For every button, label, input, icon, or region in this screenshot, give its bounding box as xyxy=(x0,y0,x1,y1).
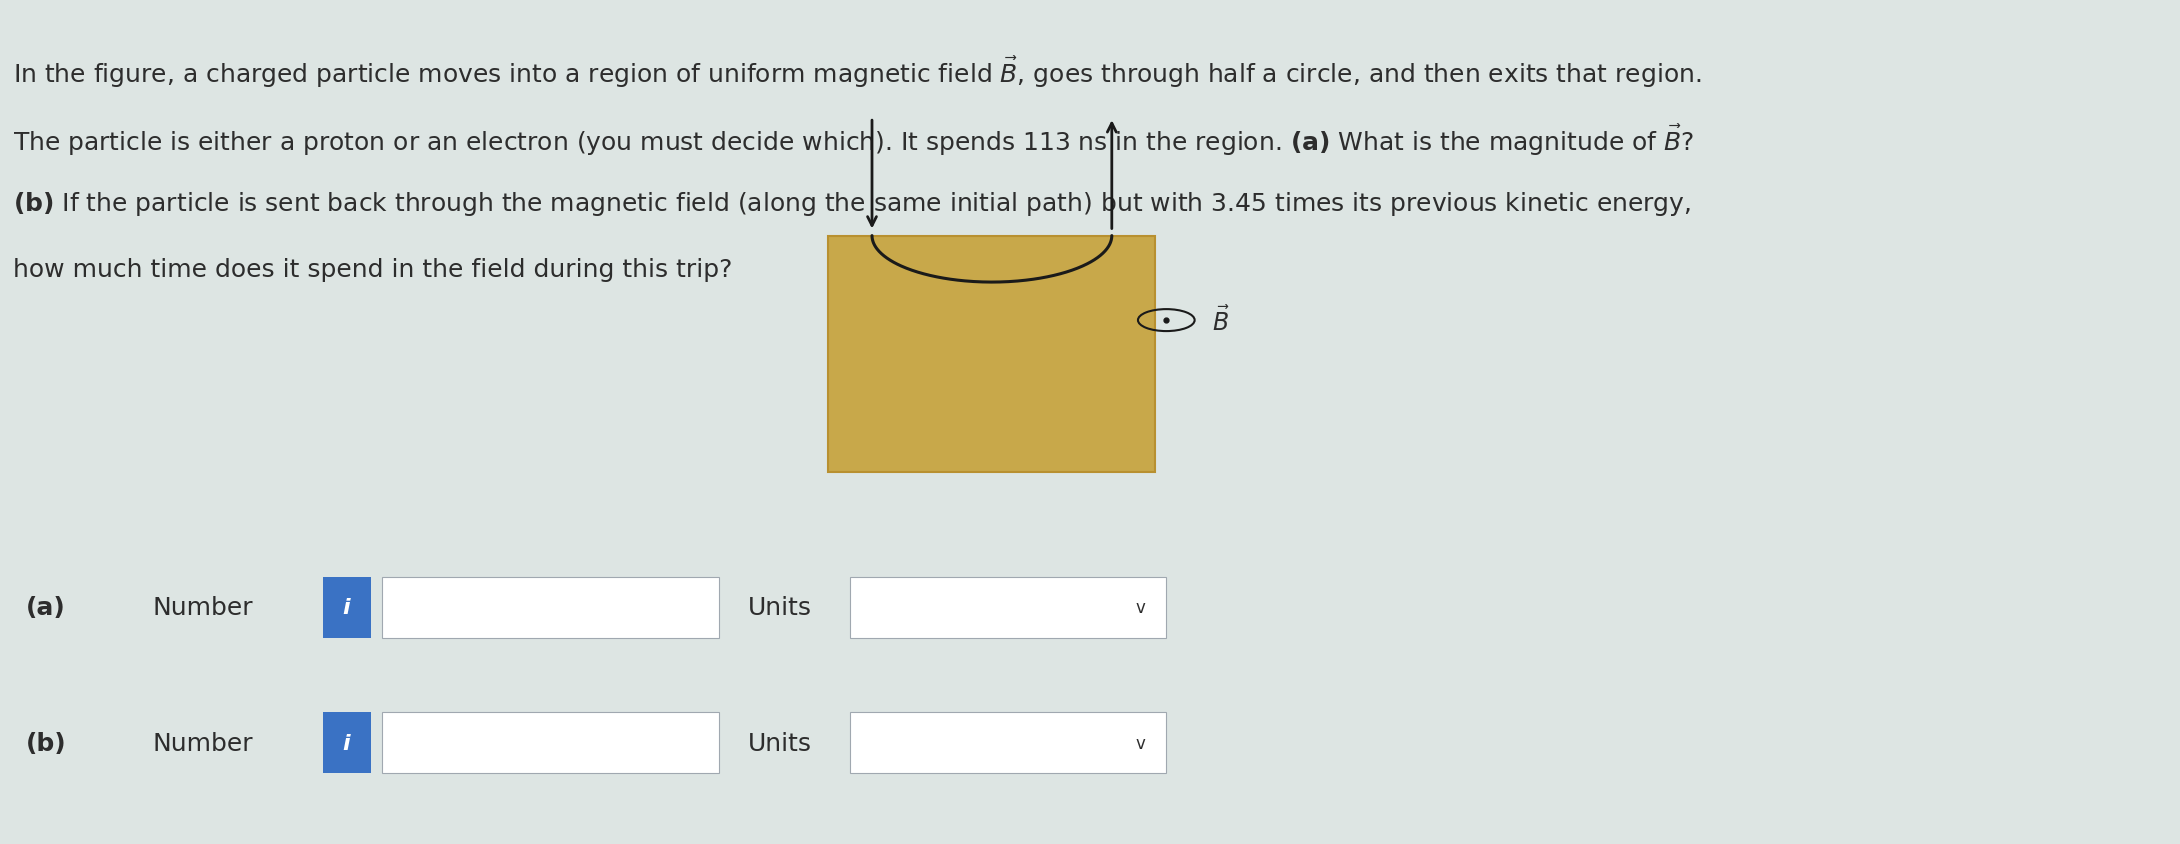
Text: v: v xyxy=(1136,733,1144,752)
Text: how much time does it spend in the field during this trip?: how much time does it spend in the field… xyxy=(13,257,732,281)
Bar xyxy=(382,577,719,638)
FancyBboxPatch shape xyxy=(323,712,371,773)
Text: v: v xyxy=(1136,598,1144,617)
Bar xyxy=(850,712,1166,773)
Text: Number: Number xyxy=(153,596,253,619)
Text: $\vec{B}$: $\vec{B}$ xyxy=(1212,306,1230,336)
Bar xyxy=(382,712,719,773)
Text: i: i xyxy=(342,598,351,618)
Text: In the figure, a charged particle moves into a region of uniform magnetic field : In the figure, a charged particle moves … xyxy=(13,55,1703,89)
FancyBboxPatch shape xyxy=(323,577,371,638)
Text: $\bf{(b)}$ If the particle is sent back through the magnetic field (along the sa: $\bf{(b)}$ If the particle is sent back … xyxy=(13,190,1692,218)
Bar xyxy=(828,236,1155,473)
Text: (b): (b) xyxy=(26,731,68,755)
Text: Number: Number xyxy=(153,731,253,755)
Text: Units: Units xyxy=(748,596,811,619)
Text: i: i xyxy=(342,733,351,753)
Text: (a): (a) xyxy=(26,596,65,619)
Text: The particle is either a proton or an electron (you must decide which). It spend: The particle is either a proton or an el… xyxy=(13,122,1694,157)
Bar xyxy=(850,577,1166,638)
Text: Units: Units xyxy=(748,731,811,755)
